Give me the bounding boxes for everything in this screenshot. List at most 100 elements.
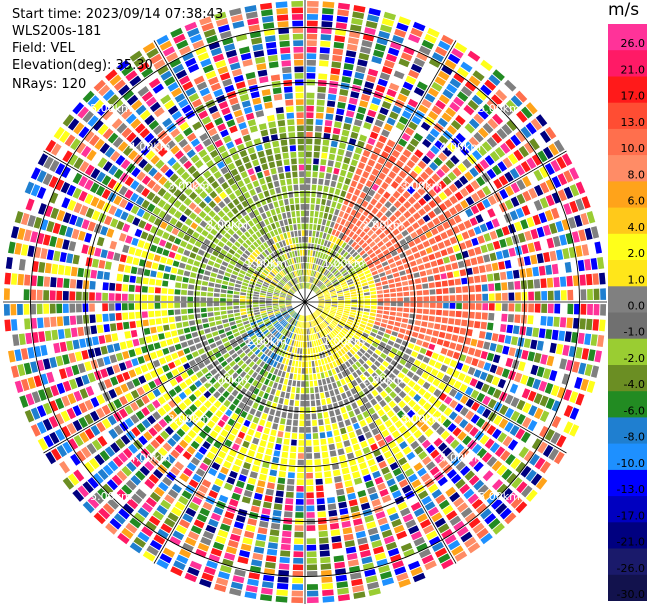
- velocity-gate: [240, 185, 248, 194]
- velocity-gate: [291, 584, 303, 590]
- velocity-gate: [372, 125, 381, 134]
- velocity-gate: [43, 303, 50, 314]
- velocity-gate: [239, 446, 248, 455]
- velocity-gate: [412, 222, 420, 230]
- velocity-gate: [427, 27, 440, 38]
- velocity-gate: [248, 228, 255, 235]
- velocity-gate: [454, 318, 461, 326]
- velocity-gate: [43, 276, 51, 287]
- velocity-gate: [420, 171, 429, 181]
- velocity-gate: [371, 498, 381, 507]
- velocity-gate: [453, 380, 462, 390]
- velocity-gate: [339, 89, 349, 96]
- velocity-gate: [359, 419, 367, 427]
- velocity-gate: [300, 341, 303, 348]
- velocity-gate: [364, 342, 371, 348]
- velocity-gate: [511, 477, 523, 489]
- velocity-gate: [219, 564, 232, 574]
- velocity-gate: [398, 195, 406, 204]
- velocity-gate: [445, 107, 457, 118]
- velocity-gate: [156, 271, 164, 279]
- velocity-gate: [362, 425, 370, 433]
- velocity-gate: [459, 419, 469, 429]
- velocity-gate: [356, 182, 364, 191]
- velocity-gate: [373, 546, 385, 555]
- velocity-gate: [532, 327, 540, 338]
- velocity-gate: [491, 333, 499, 342]
- velocity-gate: [302, 348, 305, 355]
- velocity-gate: [407, 186, 416, 195]
- velocity-gate: [239, 371, 247, 378]
- velocity-gate: [207, 292, 214, 297]
- velocity-gate: [124, 392, 134, 403]
- velocity-gate: [485, 332, 493, 341]
- velocity-gate: [500, 142, 511, 154]
- velocity-gate: [344, 306, 351, 309]
- velocity-gate: [334, 261, 340, 268]
- velocity-gate: [497, 215, 506, 226]
- velocity-gate: [514, 372, 523, 383]
- velocity-gate: [264, 218, 270, 226]
- velocity-gate: [170, 466, 181, 476]
- velocity-gate: [343, 63, 354, 71]
- velocity-gate: [309, 374, 313, 381]
- velocity-gate: [288, 317, 293, 323]
- velocity-gate: [271, 270, 277, 276]
- velocity-gate: [212, 331, 219, 337]
- velocity-gate: [135, 183, 145, 194]
- velocity-gate: [286, 274, 291, 281]
- velocity-gate: [386, 456, 396, 465]
- velocity-gate: [530, 473, 543, 486]
- velocity-gate: [386, 324, 394, 330]
- velocity-gate: [157, 407, 167, 417]
- velocity-gate: [389, 311, 396, 316]
- velocity-gate: [341, 163, 349, 171]
- velocity-gate: [235, 480, 245, 489]
- velocity-gate: [261, 312, 267, 316]
- velocity-gate: [492, 354, 501, 364]
- velocity-gate: [395, 121, 406, 131]
- velocity-gate: [423, 391, 432, 400]
- velocity-gate: [315, 366, 320, 373]
- velocity-gate: [90, 168, 101, 179]
- velocity-gate: [329, 207, 335, 214]
- velocity-gate: [369, 103, 379, 112]
- velocity-gate: [321, 268, 326, 274]
- velocity-gate: [330, 140, 338, 148]
- velocity-gate: [286, 252, 291, 259]
- velocity-gate: [402, 376, 411, 384]
- velocity-gate: [280, 307, 286, 310]
- velocity-gate: [222, 215, 230, 223]
- velocity-gate: [418, 208, 427, 217]
- velocity-gate: [203, 425, 212, 434]
- velocity-gate: [397, 224, 405, 232]
- velocity-gate: [69, 214, 78, 226]
- velocity-gate: [372, 470, 381, 479]
- velocity-gate: [112, 230, 121, 240]
- velocity-gate: [291, 360, 296, 367]
- velocity-gate: [344, 335, 351, 341]
- velocity-gate: [182, 321, 189, 327]
- velocity-gate: [404, 468, 415, 477]
- velocity-gate: [316, 326, 320, 332]
- velocity-gate: [207, 312, 214, 317]
- velocity-gate: [532, 214, 541, 226]
- velocity-gate: [319, 315, 325, 321]
- velocity-gate: [317, 265, 321, 272]
- velocity-gate: [273, 251, 279, 258]
- velocity-gate: [382, 249, 390, 256]
- velocity-gate: [331, 303, 338, 306]
- velocity-gate: [148, 167, 158, 177]
- velocity-gate: [501, 468, 513, 481]
- velocity-gate: [205, 70, 217, 80]
- velocity-gate: [244, 348, 251, 354]
- velocity-gate: [148, 120, 160, 131]
- velocity-gate: [340, 406, 347, 414]
- velocity-gate: [227, 433, 236, 442]
- velocity-gate: [285, 267, 290, 273]
- velocity-gate: [71, 228, 80, 240]
- velocity-gate: [587, 288, 593, 300]
- velocity-gate: [383, 535, 395, 545]
- velocity-gate: [521, 244, 529, 254]
- velocity-gate: [561, 153, 573, 166]
